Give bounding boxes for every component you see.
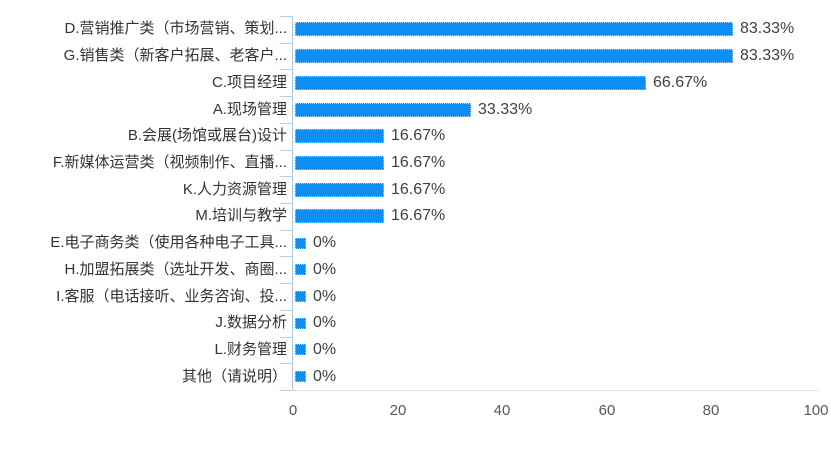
bar	[295, 103, 471, 117]
x-axis-tick-label: 100	[803, 402, 829, 419]
bar	[295, 49, 733, 63]
bar	[295, 183, 384, 197]
value-label: 16.67%	[391, 127, 446, 145]
y-axis-tick	[280, 96, 292, 97]
bar	[295, 22, 733, 36]
y-axis-tick	[280, 337, 292, 338]
x-axis-line	[280, 390, 818, 391]
y-axis-tick	[280, 16, 292, 17]
y-axis-tick	[280, 176, 292, 177]
value-label: 83.33%	[740, 20, 795, 38]
bar	[295, 156, 384, 170]
value-label: 0%	[313, 340, 337, 358]
value-label: 0%	[313, 314, 337, 332]
bar	[295, 264, 306, 275]
category-label: K.人力资源管理	[182, 180, 287, 198]
y-axis-tick	[280, 230, 292, 231]
value-label: 0%	[313, 367, 337, 385]
value-label: 0%	[313, 260, 337, 278]
value-label: 16.67%	[391, 180, 446, 198]
x-axis-tick-label: 60	[598, 402, 616, 419]
y-axis-tick	[280, 69, 292, 70]
x-axis-tick-label: 0	[288, 402, 298, 419]
category-label: A.现场管理	[212, 100, 287, 118]
y-axis-tick	[280, 283, 292, 284]
category-label: J.数据分析	[215, 314, 287, 332]
category-label: D.营销推广类（市场营销、策划...	[64, 20, 287, 38]
category-label: G.销售类（新客户拓展、老客户...	[63, 47, 287, 65]
y-axis-tick	[280, 256, 292, 257]
bar	[295, 291, 306, 302]
x-axis-tick-label: 80	[702, 402, 720, 419]
category-label: L.财务管理	[214, 340, 287, 358]
x-axis-tick-label: 40	[493, 402, 511, 419]
y-axis-tick	[280, 203, 292, 204]
category-label: F.新媒体运营类（视频制作、直播...	[52, 153, 287, 171]
value-label: 0%	[313, 234, 337, 252]
category-label: M.培训与教学	[195, 207, 287, 225]
value-label: 66.67%	[653, 73, 708, 91]
category-label: C.项目经理	[211, 73, 287, 91]
bar	[295, 209, 384, 223]
value-label: 33.33%	[478, 100, 533, 118]
category-label: 其他（请说明）	[181, 367, 287, 385]
bar	[295, 371, 306, 382]
x-axis-tick-label: 20	[389, 402, 407, 419]
y-axis-line	[292, 16, 293, 390]
value-label: 16.67%	[391, 207, 446, 225]
category-label: B.会展(场馆或展台)设计	[127, 127, 287, 145]
value-label: 83.33%	[740, 47, 795, 65]
category-label: H.加盟拓展类（选址开发、商圈...	[64, 260, 287, 278]
y-axis-tick	[280, 150, 292, 151]
value-label: 16.67%	[391, 153, 446, 171]
y-axis-tick	[280, 310, 292, 311]
y-axis-tick	[280, 363, 292, 364]
bar	[295, 129, 384, 143]
bar	[295, 238, 306, 249]
y-axis-tick	[280, 43, 292, 44]
category-label: I.客服（电话接听、业务咨询、投...	[56, 287, 287, 305]
y-axis-tick	[280, 123, 292, 124]
bar	[295, 76, 646, 90]
value-label: 0%	[313, 287, 337, 305]
category-label: E.电子商务类（使用各种电子工具...	[50, 234, 287, 252]
bar	[295, 318, 306, 329]
bar	[295, 344, 306, 355]
